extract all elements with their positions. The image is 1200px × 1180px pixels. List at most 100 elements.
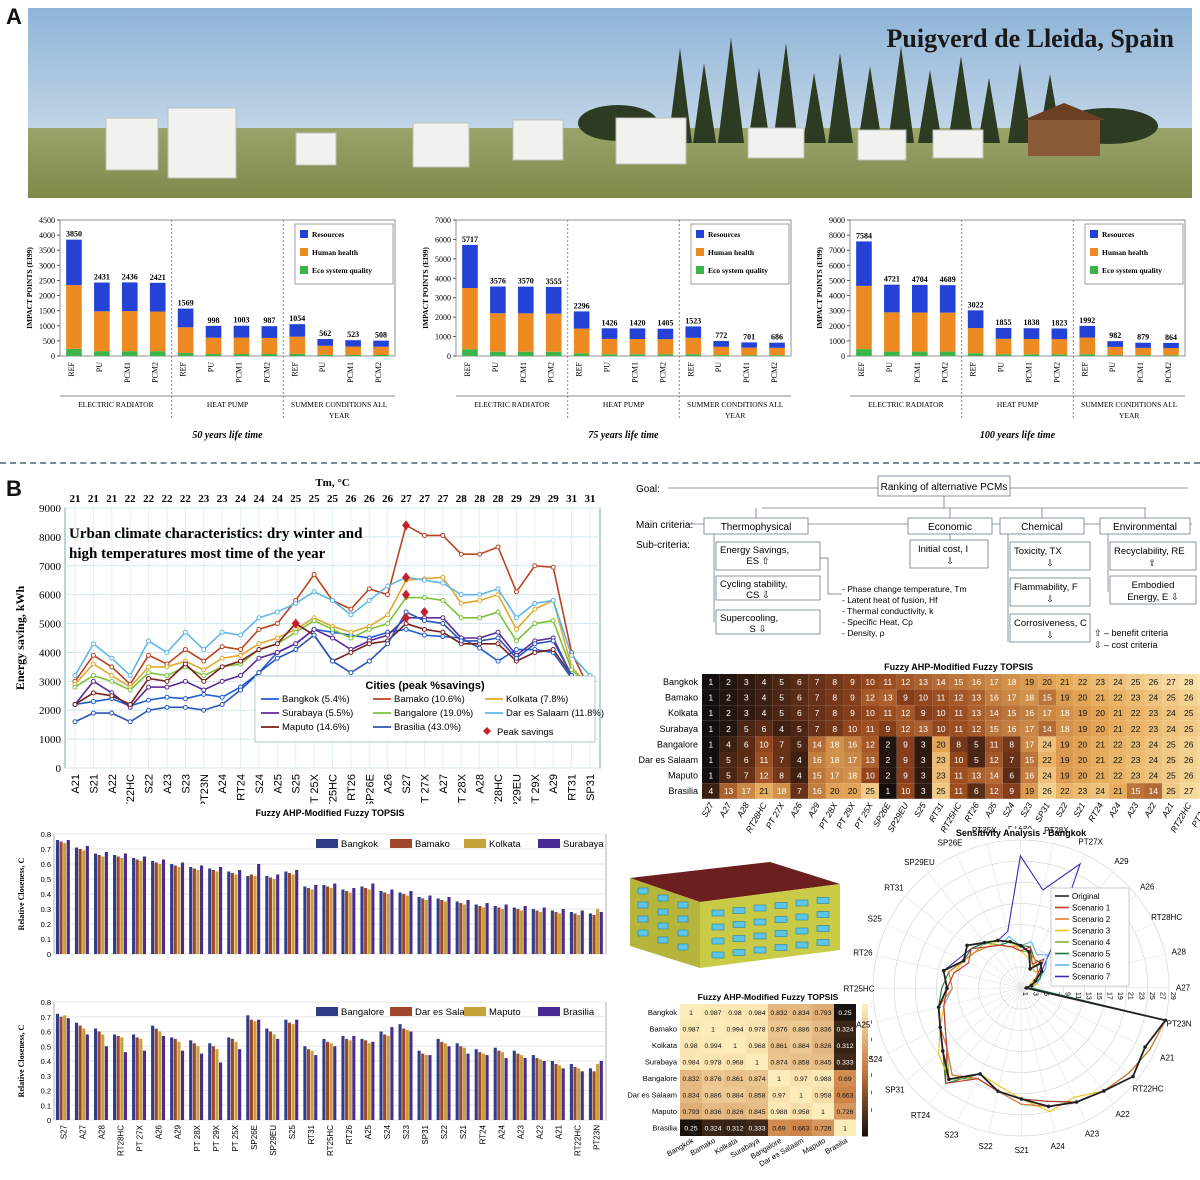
- window: [732, 907, 746, 914]
- data-point: [256, 626, 262, 632]
- x-tick-label: PCM1: [913, 362, 922, 383]
- cell-value: 17: [830, 771, 840, 781]
- y-tick-label: 2000: [39, 292, 55, 301]
- cell-value: 23: [1131, 693, 1141, 703]
- top-tick-label: 25: [327, 493, 339, 505]
- heat-cell: [1038, 705, 1056, 721]
- radar-spoke: [957, 987, 1022, 1122]
- bar: [459, 903, 463, 954]
- bar: [352, 1035, 356, 1120]
- colorbar-segment: [862, 1030, 868, 1036]
- heat-cell: [719, 783, 738, 799]
- data-point: [495, 592, 501, 598]
- bar-segment: [94, 351, 110, 356]
- heat-cell: [967, 689, 986, 706]
- data-point: [293, 641, 299, 647]
- heat-cell: [967, 783, 986, 799]
- row-label: Maputo: [668, 771, 698, 781]
- total-label: 879: [1137, 333, 1149, 342]
- bar: [59, 841, 63, 954]
- radar-category: A27: [1176, 983, 1191, 992]
- cell-value: 0.988: [814, 1076, 831, 1083]
- cell-value: 0.978: [748, 1027, 765, 1034]
- x-tick-label: PU: [207, 362, 216, 372]
- y-tick-label: 0: [56, 763, 62, 775]
- bar-segment: [517, 351, 534, 356]
- cell-value: 22: [1078, 677, 1088, 687]
- bar: [345, 891, 349, 954]
- bar-segment: [373, 340, 389, 347]
- top-tick-label: 31: [566, 493, 577, 505]
- radar-point: [1033, 979, 1038, 983]
- heat-cell: [790, 720, 809, 737]
- top-tick-label: 25: [290, 493, 302, 505]
- data-point: [348, 629, 354, 635]
- data-point: [550, 618, 556, 624]
- radar-point: [1143, 1045, 1147, 1049]
- bar: [151, 861, 155, 954]
- closeness-chart-1: Fuzzy AHP-Modified Fuzzy TOPSIS00.10.20.…: [17, 808, 607, 959]
- window: [816, 925, 830, 932]
- legend-title: Cities (peak %savings): [365, 680, 485, 692]
- radar-point: [996, 938, 1000, 943]
- cell-value: 19: [1060, 739, 1070, 749]
- main-criteria-label: Main criteria:: [636, 520, 693, 531]
- cell-value: 0.663: [836, 1093, 853, 1100]
- radar-category: A22: [1115, 1110, 1130, 1119]
- cell-value: 26: [1184, 771, 1194, 781]
- heat-cell: [746, 1103, 768, 1120]
- heat-cell: [768, 1086, 790, 1103]
- top-tick-label: 24: [272, 493, 284, 505]
- legend-label: Bangkok (5.4%): [282, 694, 350, 705]
- data-point: [421, 595, 427, 601]
- heat-cell: [1179, 689, 1198, 706]
- total-label: 1054: [289, 314, 305, 323]
- heat-cell: [1126, 674, 1145, 690]
- data-point: [256, 655, 262, 661]
- top-tick-label: 22: [161, 493, 173, 505]
- bar-segment: [769, 347, 785, 356]
- heat-cell: [1144, 752, 1163, 768]
- colorbar-segment: [862, 1083, 868, 1089]
- bar: [516, 1053, 520, 1120]
- heat-cell: [949, 767, 968, 784]
- cell-value: 0.98: [684, 1043, 697, 1050]
- legend-label: Maputo (14.6%): [282, 722, 350, 733]
- data-point: [72, 684, 78, 690]
- bar: [101, 1034, 105, 1120]
- bar: [409, 1031, 413, 1120]
- cell-value: 2: [726, 693, 731, 703]
- x-tick-label: A24: [497, 1124, 506, 1139]
- heat-cell: [914, 674, 933, 690]
- x-tick-label: A27: [79, 1124, 88, 1139]
- heat-cell: [737, 674, 756, 690]
- bar: [63, 843, 67, 954]
- heat-cell: [1073, 674, 1092, 690]
- cell-value: 14: [989, 771, 999, 781]
- data-point: [348, 606, 354, 612]
- data-point: [219, 694, 225, 700]
- cell-value: 0.988: [770, 1109, 787, 1116]
- bar-segment: [205, 337, 222, 355]
- heat-cell: [746, 1004, 768, 1021]
- bar: [440, 900, 444, 954]
- y-tick-label: 0.1: [41, 1101, 51, 1110]
- heat-cell: [737, 767, 756, 784]
- data-point: [182, 678, 188, 684]
- cell-value: 20: [1078, 739, 1088, 749]
- bar: [82, 1028, 86, 1120]
- heat-cell: [843, 767, 862, 784]
- bar: [500, 1052, 505, 1120]
- ring-tick: 25: [1148, 992, 1155, 1000]
- heat-cell: [719, 674, 738, 690]
- heat-cell: [1073, 705, 1092, 721]
- heat-cell: [808, 752, 826, 768]
- data-point: [366, 641, 372, 647]
- heat-cell: [1091, 720, 1110, 737]
- cell-value: 14: [812, 739, 822, 749]
- cell-value: 22: [1131, 708, 1141, 718]
- bar: [580, 1071, 584, 1120]
- cell-value: 0.69: [838, 1076, 851, 1083]
- cell-value: 13: [972, 708, 982, 718]
- legend-label: Brasilia: [563, 1007, 595, 1018]
